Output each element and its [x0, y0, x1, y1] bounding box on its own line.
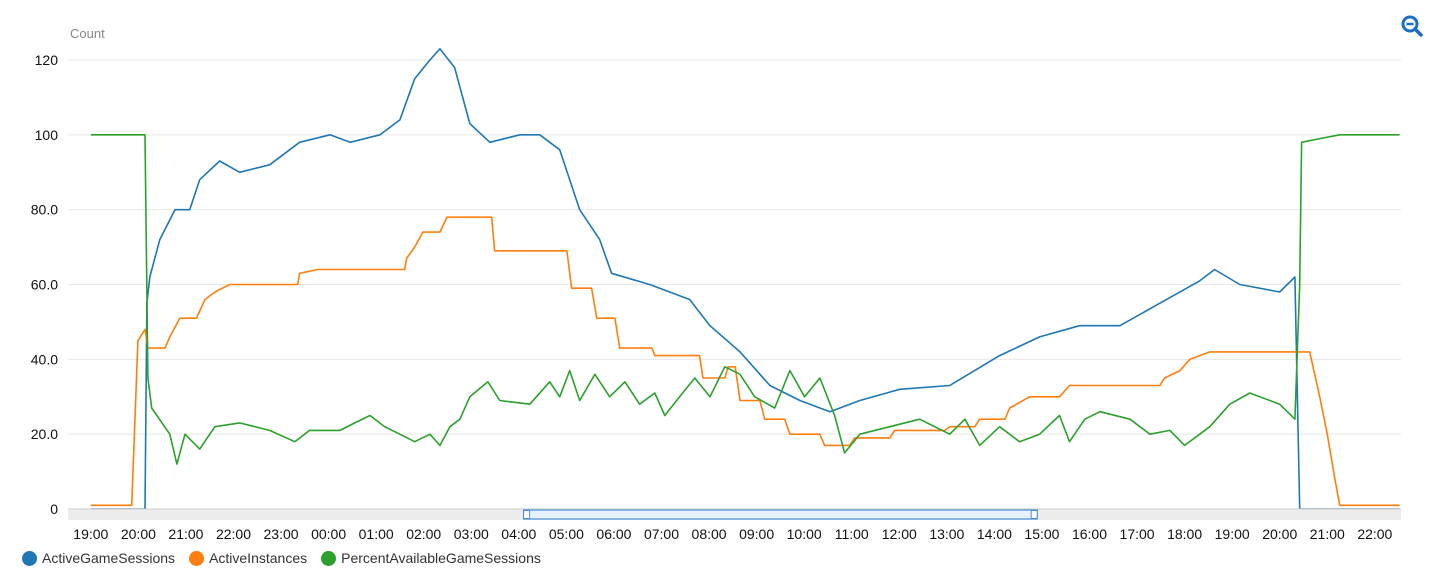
x-tick-label: 17:00	[1120, 526, 1155, 542]
x-tick-label: 15:00	[1024, 526, 1059, 542]
zoom-out-icon	[1401, 15, 1423, 37]
brush-selection[interactable]	[522, 509, 1038, 520]
legend-label: ActiveGameSessions	[42, 550, 176, 566]
y-tick-label: 100	[35, 127, 59, 143]
x-tick-label: 01:00	[359, 526, 394, 542]
y-axis-label: Count	[70, 26, 105, 41]
legend-item[interactable]: ActiveGameSessions	[22, 550, 175, 566]
x-tick-label: 13:00	[929, 526, 964, 542]
x-tick-label: 04:00	[501, 526, 536, 542]
x-tick-label: 06:00	[596, 526, 631, 542]
x-tick-label: 18:00	[1167, 526, 1202, 542]
y-tick-label: 80.0	[31, 202, 58, 218]
x-tick-label: 22:00	[216, 526, 251, 542]
legend-item[interactable]: ActiveInstances	[189, 550, 307, 566]
x-tick-label: 11:00	[835, 526, 869, 542]
x-tick-label: 05:00	[549, 526, 584, 542]
x-tick-label: 19:00	[73, 526, 108, 542]
brush-handle-right[interactable]	[1030, 510, 1038, 519]
x-tick-label: 03:00	[454, 526, 489, 542]
y-tick-label: 120	[35, 52, 59, 68]
legend: ActiveGameSessions ActiveInstances Percent…	[22, 550, 541, 566]
series-line-PercentAvailableGameSessions	[90, 134, 1400, 465]
y-tick-label: 0	[50, 501, 58, 517]
y-tick-label: 20.0	[31, 426, 58, 442]
legend-item[interactable]: PercentAvailableGameSessions	[321, 550, 541, 566]
x-tick-label: 21:00	[168, 526, 203, 542]
x-tick-label: 12:00	[882, 526, 917, 542]
x-tick-label: 09:00	[739, 526, 774, 542]
legend-label: PercentAvailableGameSessions	[341, 550, 541, 566]
x-tick-label: 23:00	[264, 526, 299, 542]
legend-label: ActiveInstances	[209, 550, 308, 566]
brush-handle-left[interactable]	[523, 510, 531, 519]
legend-swatch	[189, 550, 205, 566]
x-tick-label: 02:00	[406, 526, 441, 542]
x-tick-label: 07:00	[644, 526, 679, 542]
y-tick-label: 40.0	[31, 351, 58, 367]
legend-swatch	[22, 550, 37, 566]
x-tick-label: 14:00	[977, 526, 1012, 542]
y-tick-label: 60.0	[31, 277, 58, 293]
zoom-out-button[interactable]	[1400, 14, 1424, 38]
x-tick-label: 20:00	[121, 526, 156, 542]
x-tick-label: 21:00	[1310, 526, 1345, 542]
x-tick-label: 16:00	[1072, 526, 1107, 542]
x-tick-label: 22:00	[1357, 526, 1392, 542]
x-tick-label: 10:00	[787, 526, 822, 542]
x-tick-label: 20:00	[1262, 526, 1297, 542]
x-tick-label: 19:00	[1215, 526, 1250, 542]
series-line-ActiveGameSessions	[90, 47, 1400, 510]
legend-swatch	[321, 550, 337, 566]
x-tick-label: 08:00	[692, 526, 727, 542]
x-tick-label: 00:00	[311, 526, 346, 542]
series-line-ActiveInstances	[90, 216, 1400, 507]
